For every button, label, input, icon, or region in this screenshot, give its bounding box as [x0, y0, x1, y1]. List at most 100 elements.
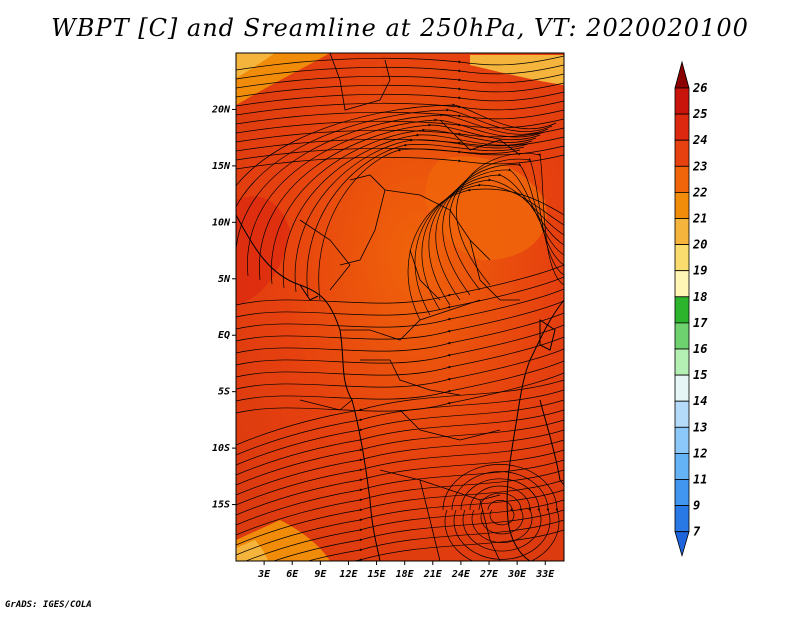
streamline — [244, 499, 564, 561]
lon-label: 3E — [257, 569, 271, 580]
streamline — [236, 113, 549, 272]
streamline — [449, 158, 564, 291]
longitude-labels: 3E 6E 9E 12E 15E 18E 21E 24E 27E 30E 33E — [257, 561, 555, 580]
credit-label: GrADS: IGES/COLA — [5, 600, 92, 610]
streamline — [236, 276, 564, 318]
lon-label: 15E — [368, 569, 387, 580]
streamline — [236, 118, 564, 134]
lon-label: 12E — [339, 569, 358, 580]
streamline — [318, 148, 521, 301]
streamline — [442, 163, 564, 296]
lon-label: 18E — [396, 569, 415, 580]
streamline — [306, 519, 564, 561]
colorbar-label: 15 — [693, 368, 707, 382]
wbpt-region-east-warm — [425, 156, 547, 261]
lon-label: 24E — [451, 569, 471, 580]
streamline — [236, 109, 564, 125]
streamline — [236, 300, 564, 342]
colorbar-label: 19 — [693, 264, 707, 278]
map-frame — [235, 52, 565, 562]
wbpt-region-west — [236, 196, 290, 305]
streamline — [236, 127, 564, 143]
streamline — [236, 379, 564, 446]
streamline — [294, 138, 529, 293]
streamline — [478, 492, 524, 535]
streamline — [236, 73, 564, 89]
streamline — [236, 154, 564, 170]
colorbar-segment — [674, 191, 690, 219]
colorbar-label: 22 — [692, 185, 707, 199]
streamline — [270, 128, 537, 285]
lon-label: 30E — [507, 569, 527, 580]
colorbar-segment — [674, 165, 690, 193]
lon-label: 33E — [535, 569, 555, 580]
streamline — [236, 108, 553, 208]
colorbar-label: 14 — [693, 394, 707, 408]
streamlines — [236, 55, 564, 561]
streamline — [236, 264, 564, 306]
streamline — [469, 485, 533, 543]
streamline — [236, 324, 564, 366]
streamline — [407, 188, 564, 321]
streamline — [236, 459, 564, 526]
streamline — [236, 103, 557, 187]
streamline — [236, 64, 564, 80]
colorbar-segment — [674, 270, 690, 298]
chart-title: WBPT [C] and Sreamline at 250hPa, VT: 20… — [51, 14, 749, 42]
colorbar-segment — [674, 244, 690, 272]
colorbar-bottom-arrow — [674, 531, 690, 558]
streamline — [236, 336, 564, 378]
map-field — [236, 53, 564, 561]
colorbar-label: 24 — [692, 133, 707, 147]
streamline — [236, 469, 564, 536]
streamline — [236, 288, 564, 330]
streamline — [236, 419, 564, 486]
coastlines — [236, 214, 564, 561]
lat-label: 20N — [211, 104, 231, 115]
streamline — [414, 183, 564, 316]
colorbar-label: 17 — [693, 316, 708, 330]
colorbar-segment — [674, 505, 690, 533]
streamline — [282, 133, 533, 289]
streamline — [236, 409, 564, 476]
colorbar: 26 25 24 23 22 21 20 19 18 17 16 15 14 13 12 11 9 7 — [674, 60, 708, 558]
colorbar-label: 23 — [692, 159, 707, 173]
colorbar-segment — [674, 218, 690, 246]
lat-label: 5S — [218, 387, 230, 398]
colorbar-segment — [674, 374, 690, 402]
colorbar-label: 9 — [693, 499, 700, 513]
colorbar-segment — [674, 322, 690, 350]
streamline — [236, 389, 564, 456]
streamline — [236, 348, 564, 390]
colorbar-label: 12 — [693, 446, 707, 460]
streamline — [236, 100, 564, 116]
lon-label: 21E — [423, 569, 443, 580]
streamline — [442, 464, 560, 561]
lat-label: 15N — [212, 161, 231, 172]
streamline — [272, 509, 564, 561]
streamline — [456, 153, 564, 286]
lat-label: 10N — [212, 217, 231, 228]
streamline — [236, 55, 564, 71]
colorbar-label: 13 — [693, 420, 707, 434]
borders — [299, 53, 521, 561]
lon-label: 9E — [314, 569, 327, 580]
lat-label: 5N — [218, 274, 231, 285]
colorbar-label: 20 — [692, 238, 707, 252]
wbpt-shading — [236, 53, 564, 561]
wbpt-region-ne — [470, 55, 564, 85]
lat-label: 10S — [212, 443, 230, 454]
streamline — [451, 471, 551, 560]
streamline — [236, 439, 564, 506]
streamline — [236, 399, 564, 466]
colorbar-label: 11 — [693, 473, 707, 487]
colorbar-top-arrow — [674, 60, 690, 89]
wbpt-region-north-warm — [236, 53, 275, 78]
colorbar-label: 18 — [693, 290, 707, 304]
colorbar-segment — [674, 113, 690, 141]
colorbar-label: 7 — [693, 525, 701, 539]
streamline — [428, 173, 564, 306]
streamline — [236, 429, 564, 496]
colorbar-segment — [674, 348, 690, 376]
